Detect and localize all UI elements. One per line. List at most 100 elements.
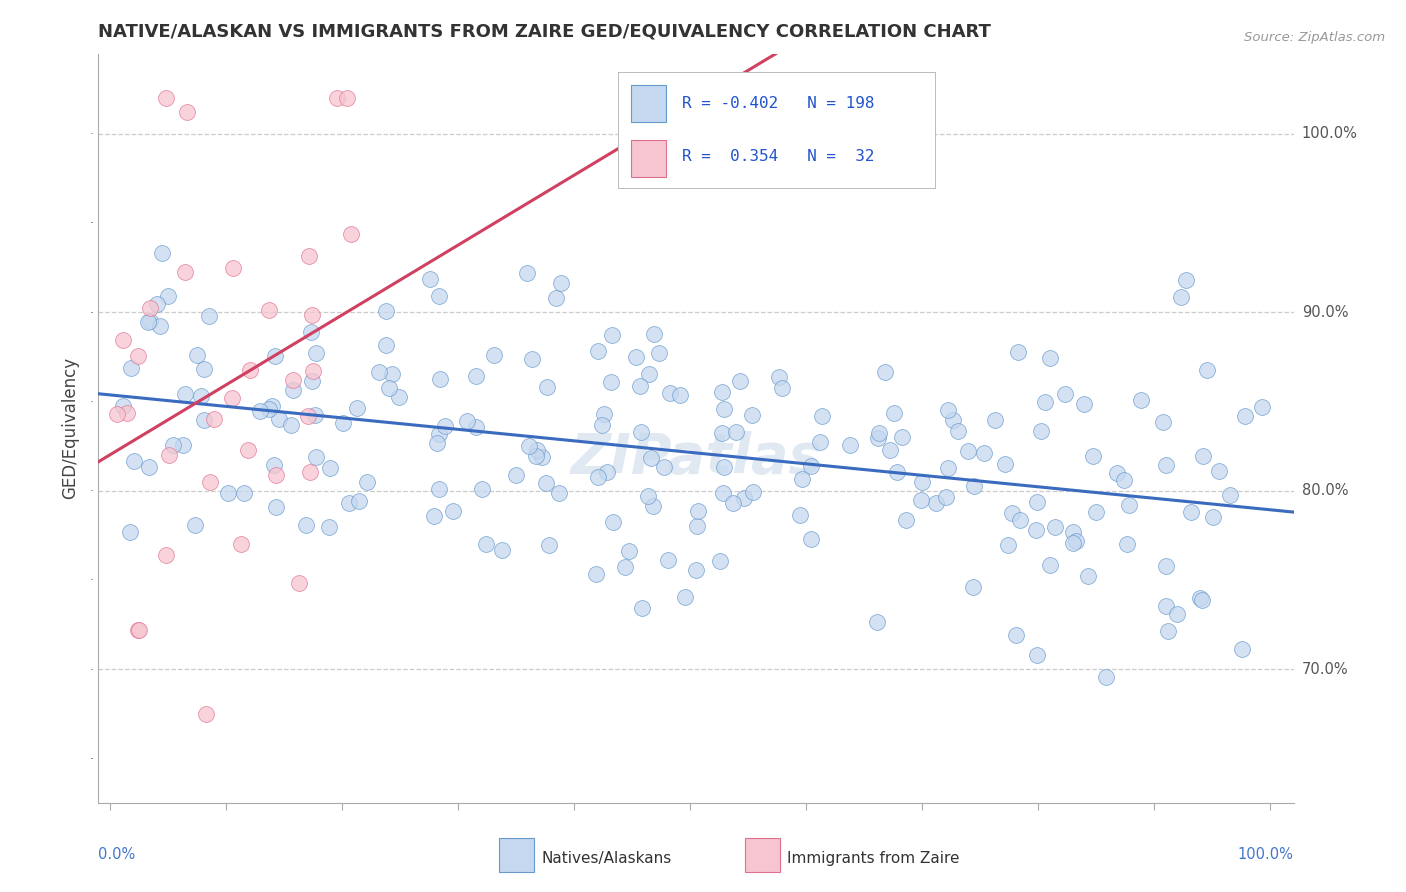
- Point: [1081, 449, 1104, 463]
- Point: [368, 365, 391, 379]
- Point: [911, 475, 934, 489]
- Point: [375, 304, 398, 318]
- Point: [427, 288, 450, 302]
- Point: [1208, 463, 1230, 477]
- Point: [172, 438, 194, 452]
- Point: [626, 350, 648, 364]
- Point: [659, 385, 682, 400]
- Point: [586, 470, 609, 484]
- Point: [127, 623, 149, 637]
- Point: [1129, 392, 1152, 407]
- Point: [264, 500, 287, 514]
- Point: [1191, 592, 1213, 607]
- Point: [1105, 466, 1128, 480]
- Point: [319, 461, 342, 475]
- Point: [1033, 395, 1056, 409]
- Point: [174, 264, 197, 278]
- Point: [186, 348, 208, 362]
- Point: [524, 450, 547, 464]
- Point: [283, 373, 305, 387]
- Point: [946, 424, 969, 438]
- Point: [866, 615, 889, 629]
- Point: [1007, 345, 1029, 359]
- Point: [628, 379, 651, 393]
- Point: [305, 346, 328, 360]
- Point: [516, 266, 538, 280]
- Point: [257, 401, 280, 416]
- Point: [723, 496, 745, 510]
- Point: [536, 380, 558, 394]
- Point: [298, 249, 321, 263]
- Point: [1001, 506, 1024, 520]
- Point: [1095, 670, 1118, 684]
- Point: [1202, 510, 1225, 524]
- Point: [381, 368, 404, 382]
- Point: [1189, 591, 1212, 605]
- Point: [517, 439, 540, 453]
- Point: [127, 350, 149, 364]
- Point: [614, 560, 637, 574]
- Point: [1025, 494, 1047, 508]
- Point: [526, 442, 548, 457]
- Point: [1192, 449, 1215, 463]
- Point: [375, 338, 398, 352]
- Point: [222, 260, 245, 275]
- Point: [673, 590, 696, 604]
- Point: [713, 402, 735, 417]
- Point: [198, 475, 221, 490]
- Y-axis label: GED/Equivalency: GED/Equivalency: [62, 357, 79, 500]
- Point: [789, 508, 811, 522]
- Point: [1154, 458, 1177, 473]
- Point: [630, 425, 652, 439]
- Point: [347, 493, 370, 508]
- Point: [155, 549, 177, 563]
- Point: [332, 417, 354, 431]
- Point: [297, 409, 319, 424]
- Point: [122, 454, 145, 468]
- Point: [136, 315, 159, 329]
- Point: [346, 401, 368, 415]
- Point: [157, 448, 180, 462]
- Point: [465, 419, 488, 434]
- Point: [550, 276, 572, 290]
- Point: [710, 426, 733, 441]
- Point: [1025, 523, 1047, 537]
- Point: [139, 313, 162, 327]
- Point: [1118, 498, 1140, 512]
- Point: [800, 532, 823, 546]
- Point: [728, 374, 751, 388]
- Point: [388, 390, 411, 404]
- Point: [263, 349, 285, 363]
- Point: [973, 446, 995, 460]
- Point: [340, 227, 363, 242]
- Point: [617, 544, 640, 558]
- Point: [596, 465, 619, 479]
- Point: [1156, 558, 1178, 573]
- Point: [1064, 533, 1087, 548]
- Text: NATIVE/ALASKAN VS IMMIGRANTS FROM ZAIRE GED/EQUIVALENCY CORRELATION CHART: NATIVE/ALASKAN VS IMMIGRANTS FROM ZAIRE …: [98, 23, 991, 41]
- Point: [118, 524, 141, 539]
- Text: ZIPatlas: ZIPatlas: [571, 431, 821, 485]
- Point: [711, 384, 734, 399]
- Point: [304, 408, 326, 422]
- Point: [120, 360, 142, 375]
- Point: [112, 399, 135, 413]
- Point: [890, 430, 912, 444]
- Point: [957, 443, 980, 458]
- Point: [1039, 351, 1062, 366]
- Point: [326, 91, 349, 105]
- Point: [685, 563, 707, 577]
- Point: [1029, 425, 1052, 439]
- Point: [1234, 409, 1257, 423]
- Point: [546, 291, 568, 305]
- Point: [600, 375, 623, 389]
- Point: [742, 484, 765, 499]
- Point: [336, 91, 359, 105]
- Point: [115, 406, 138, 420]
- Point: [1154, 599, 1177, 613]
- Point: [107, 407, 129, 421]
- Text: 70.0%: 70.0%: [1302, 662, 1348, 676]
- Point: [1038, 558, 1060, 572]
- Point: [530, 450, 553, 464]
- Point: [593, 407, 616, 421]
